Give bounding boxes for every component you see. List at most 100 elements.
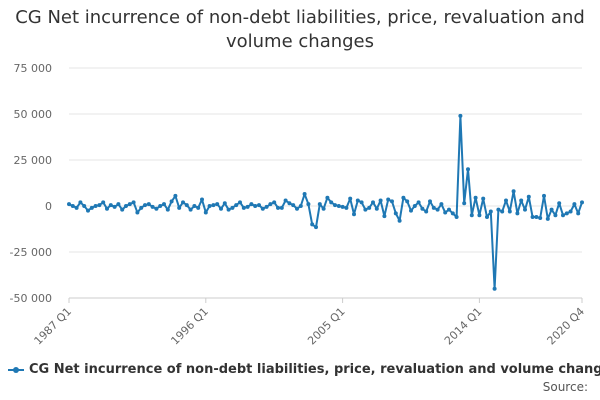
data-point[interactable] — [469, 213, 474, 218]
data-point[interactable] — [249, 202, 254, 207]
data-point[interactable] — [378, 198, 383, 203]
data-point[interactable] — [412, 204, 417, 208]
data-point[interactable] — [310, 222, 315, 227]
data-point[interactable] — [340, 204, 345, 209]
data-point[interactable] — [188, 207, 193, 212]
data-point[interactable] — [120, 207, 125, 212]
data-point[interactable] — [82, 204, 87, 208]
data-point[interactable] — [70, 204, 75, 208]
data-point[interactable] — [348, 196, 353, 201]
data-point[interactable] — [234, 203, 239, 208]
data-point[interactable] — [485, 215, 489, 220]
data-point[interactable] — [367, 205, 372, 210]
data-point[interactable] — [519, 198, 524, 203]
data-point[interactable] — [89, 205, 94, 210]
data-point[interactable] — [116, 202, 121, 207]
data-point[interactable] — [105, 206, 109, 211]
data-point[interactable] — [158, 204, 163, 208]
data-point[interactable] — [564, 211, 569, 216]
data-point[interactable] — [222, 201, 227, 206]
data-point[interactable] — [492, 286, 497, 291]
data-point[interactable] — [321, 206, 326, 211]
data-point[interactable] — [253, 204, 258, 208]
data-point[interactable] — [283, 198, 288, 203]
data-point[interactable] — [203, 210, 208, 215]
data-point[interactable] — [393, 211, 398, 216]
data-point[interactable] — [428, 199, 432, 204]
data-point[interactable] — [473, 195, 478, 200]
data-point[interactable] — [135, 210, 140, 215]
data-point[interactable] — [431, 205, 436, 210]
data-point[interactable] — [504, 198, 508, 203]
data-point[interactable] — [523, 207, 527, 212]
data-point[interactable] — [264, 204, 269, 209]
data-point[interactable] — [462, 201, 467, 206]
data-point[interactable] — [150, 204, 155, 209]
data-point[interactable] — [207, 204, 212, 208]
data-point[interactable] — [146, 202, 151, 207]
data-point[interactable] — [325, 195, 330, 200]
data-point[interactable] — [515, 211, 520, 216]
data-point[interactable] — [355, 198, 360, 203]
data-point[interactable] — [124, 204, 128, 208]
data-point[interactable] — [496, 207, 501, 212]
data-point[interactable] — [511, 189, 516, 194]
data-point[interactable] — [420, 206, 425, 211]
data-point[interactable] — [386, 197, 391, 202]
data-point[interactable] — [549, 207, 554, 212]
data-point[interactable] — [241, 205, 246, 210]
data-point[interactable] — [112, 204, 117, 209]
data-point[interactable] — [306, 202, 311, 207]
data-point[interactable] — [435, 207, 440, 212]
data-point[interactable] — [139, 205, 144, 210]
data-point[interactable] — [67, 202, 71, 207]
data-point[interactable] — [363, 207, 368, 212]
data-point[interactable] — [200, 197, 204, 202]
data-point[interactable] — [409, 208, 413, 213]
data-point[interactable] — [359, 200, 364, 205]
data-point[interactable] — [219, 206, 223, 211]
data-point[interactable] — [481, 196, 486, 201]
data-point[interactable] — [192, 204, 197, 208]
data-point[interactable] — [447, 207, 451, 212]
data-point[interactable] — [526, 194, 531, 199]
data-point[interactable] — [401, 195, 406, 200]
data-point[interactable] — [371, 200, 375, 205]
data-point[interactable] — [561, 213, 565, 218]
data-point[interactable] — [580, 200, 584, 205]
data-point[interactable] — [257, 203, 261, 208]
data-point[interactable] — [127, 202, 132, 207]
data-point[interactable] — [568, 209, 573, 214]
data-point[interactable] — [572, 202, 577, 207]
data-point[interactable] — [74, 205, 79, 210]
data-point[interactable] — [405, 199, 410, 204]
data-point[interactable] — [268, 202, 273, 207]
data-point[interactable] — [466, 167, 470, 172]
data-point[interactable] — [211, 203, 216, 208]
data-point[interactable] — [530, 215, 535, 220]
data-point[interactable] — [169, 199, 174, 204]
data-point[interactable] — [454, 215, 459, 220]
data-point[interactable] — [287, 201, 292, 206]
data-point[interactable] — [86, 208, 90, 213]
data-point[interactable] — [336, 204, 341, 208]
data-point[interactable] — [329, 200, 334, 205]
data-point[interactable] — [279, 205, 284, 210]
data-point[interactable] — [500, 209, 505, 214]
data-point[interactable] — [230, 205, 235, 210]
data-point[interactable] — [344, 205, 349, 210]
data-point[interactable] — [333, 203, 337, 208]
data-point[interactable] — [295, 206, 299, 211]
data-point[interactable] — [477, 213, 482, 218]
data-point[interactable] — [302, 192, 307, 197]
data-point[interactable] — [553, 213, 558, 218]
data-point[interactable] — [374, 206, 379, 211]
data-point[interactable] — [162, 202, 166, 207]
data-point[interactable] — [165, 207, 170, 212]
data-point[interactable] — [184, 203, 189, 208]
data-point[interactable] — [450, 211, 455, 216]
data-point[interactable] — [538, 215, 543, 220]
data-point[interactable] — [390, 199, 394, 204]
legend[interactable]: CG Net incurrence of non-debt liabilitie… — [8, 362, 600, 377]
data-point[interactable] — [173, 193, 178, 198]
